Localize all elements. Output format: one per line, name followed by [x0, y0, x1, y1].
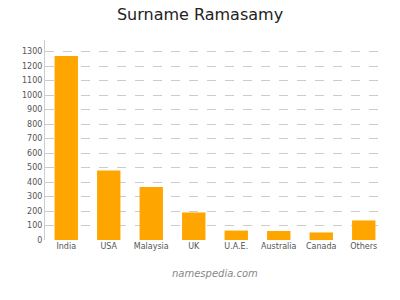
- svg-text:1300: 1300: [22, 47, 42, 56]
- svg-text:900: 900: [27, 105, 42, 114]
- svg-text:0: 0: [37, 236, 42, 245]
- svg-text:400: 400: [27, 178, 42, 187]
- svg-text:700: 700: [27, 134, 42, 143]
- svg-text:Malaysia: Malaysia: [134, 242, 169, 251]
- svg-text:Canada: Canada: [306, 242, 337, 251]
- svg-text:Surname Ramasamy: Surname Ramasamy: [117, 5, 283, 24]
- svg-text:1200: 1200: [22, 62, 42, 71]
- svg-text:U.A.E.: U.A.E.: [224, 242, 248, 251]
- svg-text:UK: UK: [188, 242, 200, 251]
- svg-text:1100: 1100: [22, 76, 42, 85]
- svg-text:600: 600: [27, 149, 42, 158]
- svg-text:100: 100: [27, 221, 42, 230]
- svg-text:800: 800: [27, 120, 42, 129]
- svg-text:Australia: Australia: [261, 242, 296, 251]
- svg-text:200: 200: [27, 207, 42, 216]
- svg-text:Others: Others: [350, 242, 377, 251]
- svg-text:500: 500: [27, 163, 42, 172]
- svg-text:300: 300: [27, 192, 42, 201]
- svg-text:India: India: [56, 242, 76, 251]
- svg-text:1000: 1000: [22, 91, 42, 100]
- svg-text:USA: USA: [100, 242, 117, 251]
- svg-text:namespedia.com: namespedia.com: [172, 268, 258, 279]
